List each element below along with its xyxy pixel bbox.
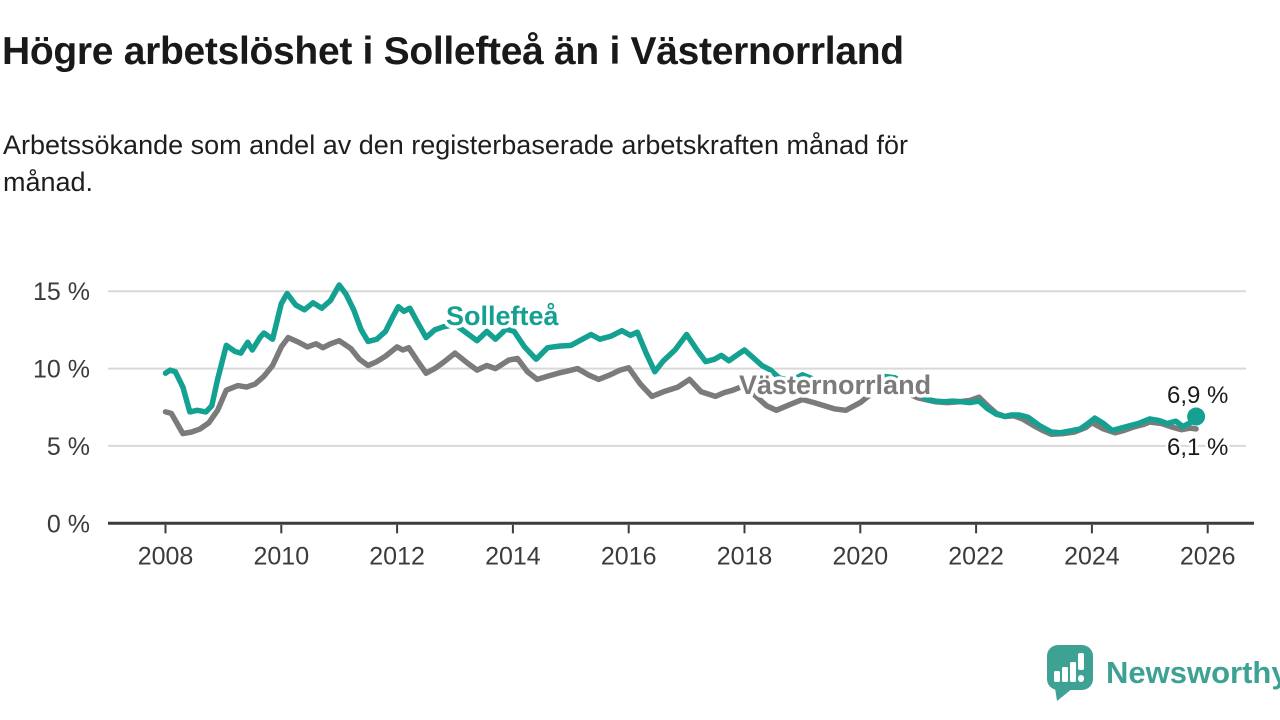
series-line-sollefteå	[162, 282, 1199, 436]
x-tick-label-2016: 2016	[601, 542, 657, 570]
end-value-label-solleftea: 6,9 %	[1167, 382, 1228, 409]
newsworthy-logo: Newsworthy	[1046, 644, 1280, 702]
chart-subtitle: Arbetssökande som andel av den registerb…	[3, 127, 1223, 201]
x-tick-label-2008: 2008	[138, 542, 194, 570]
chart-title: Högre arbetslöshet i Sollefteå än i Väst…	[2, 30, 904, 73]
end-value-label-vasternorrland: 6,1 %	[1167, 434, 1228, 461]
series-label-vasternorrland: Västernorrland	[739, 370, 931, 400]
y-tick-label-15: 15 %	[33, 278, 90, 306]
x-tick-label-2022: 2022	[948, 542, 1004, 570]
x-tick-label-2026: 2026	[1180, 542, 1236, 570]
series-line-västernorrland	[162, 334, 1199, 438]
end-dot-sollefteå	[1187, 407, 1206, 426]
x-tick-label-2024: 2024	[1064, 542, 1120, 570]
chart-subtitle-line-2: månad.	[3, 167, 94, 197]
y-tick-label-10: 10 %	[33, 356, 90, 384]
y-tick-label-0: 0 %	[47, 510, 90, 538]
x-tick-label-2014: 2014	[485, 542, 541, 570]
x-tick-label-2012: 2012	[369, 542, 425, 570]
line-chart: 2008 2010 2012 2014 2016 2018 2020 2022 2024 2026…	[33, 278, 1254, 570]
x-tick-label-2020: 2020	[832, 542, 888, 570]
newsworthy-speech-bubble-bar-chart-icon	[1047, 645, 1093, 701]
chart-generated-layers: 2008 2010 2012 2014 2016 2018 2020 2022 2024 2026…	[33, 278, 1254, 570]
x-tick-label-2010: 2010	[253, 542, 309, 570]
newsworthy-logo-text: Newsworthy	[1106, 655, 1280, 690]
series-label-solleftea: Sollefteå	[446, 301, 560, 331]
x-tick-label-2018: 2018	[717, 542, 773, 570]
y-tick-label-5: 5 %	[47, 433, 90, 461]
chart-subtitle-line-1: Arbetssökande som andel av den registerb…	[3, 130, 909, 160]
